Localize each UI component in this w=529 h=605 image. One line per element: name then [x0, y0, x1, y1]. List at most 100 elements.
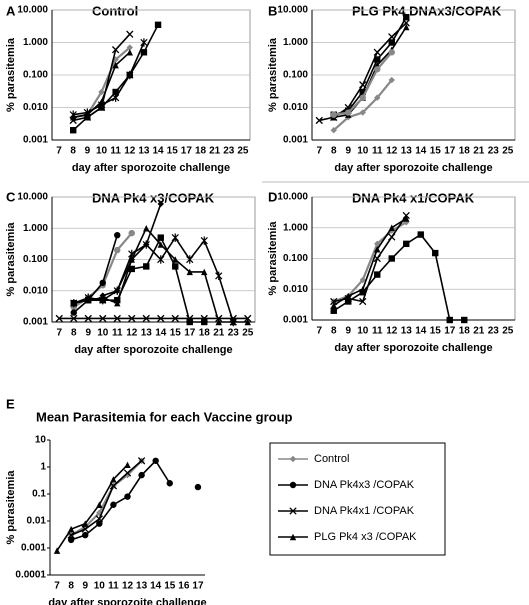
- y-tick-label: 1.000: [23, 223, 48, 234]
- marker: [70, 299, 77, 307]
- y-tick-label: 1: [40, 462, 46, 473]
- marker: [128, 265, 135, 273]
- x-tick-label: 11: [372, 326, 383, 337]
- x-tick-label: 7: [54, 581, 60, 592]
- marker: [114, 299, 121, 307]
- panel-label: C: [6, 189, 16, 204]
- marker: [330, 127, 337, 134]
- marker: [138, 471, 145, 479]
- marker: [215, 318, 222, 326]
- marker: [388, 39, 395, 46]
- marker: [95, 515, 103, 523]
- marker: [113, 314, 121, 323]
- x-tick-label: 8: [68, 581, 74, 592]
- y-tick-label: 0.100: [283, 70, 308, 81]
- marker: [374, 56, 381, 63]
- x-axis-label: day after sporozoite challenge: [334, 162, 492, 174]
- chart-title: DNA Pk4 x1/COPAK: [352, 190, 475, 205]
- marker: [157, 200, 164, 208]
- x-tick-label: 25: [237, 146, 249, 157]
- marker: [143, 225, 150, 232]
- legend-label: Control: [314, 453, 349, 465]
- x-tick-label: 14: [155, 328, 167, 339]
- marker: [96, 520, 103, 527]
- y-tick-label: 0.010: [23, 102, 48, 113]
- marker: [81, 525, 89, 533]
- x-tick-label: 15: [164, 581, 176, 592]
- marker: [82, 520, 89, 527]
- x-tick-label: 12: [386, 326, 398, 337]
- marker: [55, 314, 63, 323]
- marker: [388, 76, 395, 84]
- x-tick-label: 11: [372, 146, 383, 157]
- x-tick-label: 17: [181, 146, 193, 157]
- marker: [157, 234, 164, 241]
- marker: [403, 215, 410, 222]
- marker: [330, 302, 337, 309]
- marker: [82, 531, 89, 539]
- x-tick-label: 17: [192, 581, 204, 592]
- y-axis-label: % parasitemia: [267, 221, 279, 296]
- marker: [85, 296, 92, 304]
- marker: [388, 224, 395, 231]
- marker: [374, 246, 381, 253]
- x-axis-label: day after sporozoite challenge: [72, 162, 230, 174]
- x-tick-label: 23: [228, 328, 240, 339]
- x-tick-label: 25: [502, 146, 514, 157]
- y-tick-label: 0.001: [23, 317, 48, 328]
- marker: [98, 98, 105, 105]
- marker: [70, 114, 77, 121]
- y-tick-label: 10.000: [17, 5, 48, 16]
- x-tick-label: 10: [97, 328, 109, 339]
- x-tick-label: 15: [167, 146, 179, 157]
- y-tick-label: 0.1: [32, 489, 46, 500]
- marker: [70, 314, 78, 323]
- legend-label: DNA Pk4x1 /COPAK: [314, 505, 415, 517]
- x-tick-label: 15: [430, 146, 442, 157]
- marker: [345, 292, 352, 300]
- y-tick-label: 0.001: [283, 315, 308, 326]
- marker: [201, 318, 208, 326]
- marker: [374, 94, 381, 101]
- x-tick-label: 12: [386, 146, 398, 157]
- marker: [96, 501, 103, 508]
- x-tick-label: 13: [141, 328, 153, 339]
- marker: [289, 455, 297, 463]
- marker: [114, 246, 121, 254]
- marker: [244, 314, 252, 323]
- x-tick-label: 8: [331, 326, 337, 337]
- marker: [171, 314, 179, 323]
- y-tick-label: 0.010: [283, 102, 308, 113]
- marker: [137, 457, 146, 465]
- marker: [110, 476, 117, 483]
- marker: [186, 255, 194, 264]
- marker: [359, 88, 366, 96]
- marker: [289, 481, 297, 489]
- marker: [194, 483, 202, 491]
- marker: [230, 318, 237, 326]
- y-tick-label: 1.000: [283, 37, 308, 48]
- marker: [403, 240, 410, 248]
- marker: [289, 533, 297, 541]
- marker: [152, 457, 159, 464]
- marker: [128, 229, 135, 237]
- marker: [373, 48, 381, 56]
- x-tick-label: 14: [415, 146, 427, 157]
- marker: [53, 547, 61, 554]
- chart-title: Control: [92, 3, 138, 18]
- marker: [67, 525, 75, 533]
- x-tick-label: 14: [150, 581, 162, 592]
- x-tick-label: 12: [124, 146, 136, 157]
- y-axis-label: % parasitemia: [5, 222, 17, 297]
- x-tick-label: 13: [401, 146, 413, 157]
- marker: [374, 66, 381, 73]
- x-tick-label: 23: [488, 326, 500, 337]
- y-axis-label: % parasitemia: [5, 470, 17, 545]
- y-tick-label: 10.000: [277, 192, 308, 203]
- x-tick-label: 21: [473, 146, 485, 157]
- x-tick-label: 21: [209, 146, 221, 157]
- series-line: [73, 235, 205, 323]
- x-tick-label: 18: [459, 326, 471, 337]
- marker: [143, 263, 150, 270]
- y-tick-label: 1.000: [283, 222, 308, 233]
